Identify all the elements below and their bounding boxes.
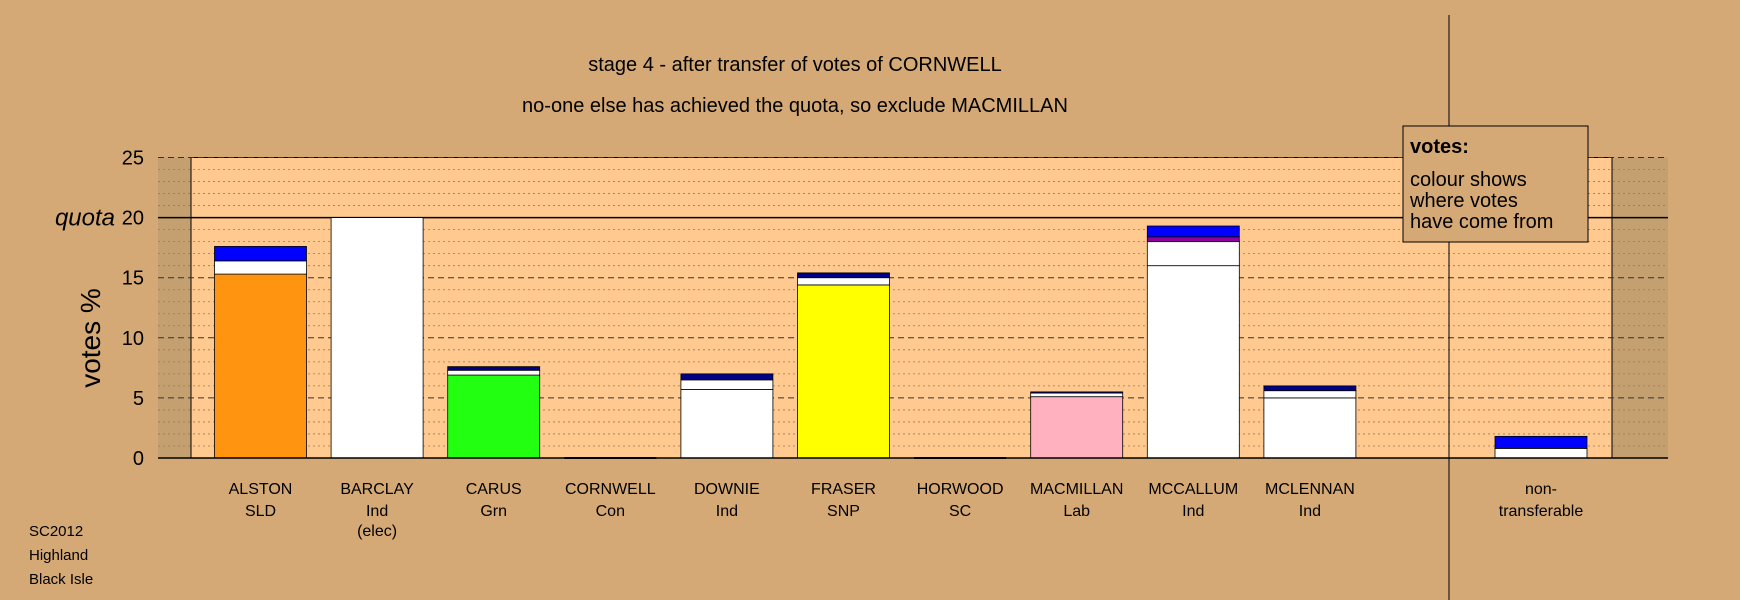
candidate-party-label: Ind — [366, 503, 388, 520]
plot-area — [190, 157, 1613, 459]
candidate-party-label: Con — [596, 503, 625, 520]
legend-line-1: colour shows — [1410, 169, 1527, 191]
candidate-party-label: SC — [949, 503, 971, 520]
bar-segment — [1146, 225, 1240, 238]
y-tick-label: 25 — [122, 148, 144, 170]
y-tick-label: 10 — [122, 328, 144, 350]
bar-segment — [1030, 391, 1124, 394]
candidate-party-label: SLD — [245, 503, 276, 520]
candidate-name-label: HORWOOD — [917, 481, 1004, 498]
candidate-party-label: Lab — [1063, 503, 1090, 520]
non-transferable-label: non- — [1525, 481, 1557, 498]
bar-segment — [680, 389, 774, 459]
bar-segment — [1146, 265, 1240, 459]
legend: votes: colour shows where votes have com… — [1402, 125, 1589, 243]
bars — [214, 217, 1588, 459]
y-tick-label: 0 — [133, 448, 144, 470]
chart-subtitle: no-one else has achieved the quota, so e… — [522, 95, 1068, 117]
non-transferable-label: transferable — [1499, 503, 1584, 520]
candidate-name-label: DOWNIE — [694, 481, 760, 498]
candidate-name-label: CORNWELL — [565, 481, 656, 498]
candidate-name-label: FRASER — [811, 481, 876, 498]
category-labels: ALSTON SLD BARCLAY Ind (elec) CARUS Grn CORNWEL… — [229, 481, 1584, 540]
candidate-name-label: MCLENNAN — [1265, 481, 1355, 498]
footer-ward: Black Isle — [29, 571, 94, 588]
bar-segment — [1146, 236, 1240, 243]
bar-segment — [1030, 392, 1124, 398]
bar-segment — [1030, 396, 1124, 459]
bar-segment — [447, 366, 541, 371]
chart-title: stage 4 - after transfer of votes of COR… — [588, 54, 1002, 76]
candidate-party-label: Ind — [1182, 503, 1204, 520]
footer-council: Highland — [29, 547, 89, 564]
quota-label: quota — [55, 205, 115, 232]
legend-title: votes: — [1410, 136, 1469, 158]
bar-segment — [797, 272, 890, 279]
candidate-party-label: Ind — [716, 503, 738, 520]
bar-segment — [680, 379, 774, 390]
footer-election: SC2012 — [29, 523, 84, 540]
bar-segment — [447, 369, 541, 376]
footer: SC2012 Highland Black Isle — [29, 520, 93, 592]
bar-segment — [797, 277, 890, 286]
y-tick-label: 15 — [122, 268, 144, 290]
bar-segment — [797, 284, 890, 459]
legend-line-3: have come from — [1410, 211, 1553, 233]
bar-segment — [330, 217, 424, 459]
bar-segment — [214, 273, 307, 459]
y-axis-label: votes % — [75, 288, 106, 388]
bar-segment — [1263, 390, 1357, 399]
bar-segment — [1494, 447, 1588, 459]
bar-segment — [1263, 385, 1357, 392]
bar-segment — [680, 373, 774, 381]
candidate-name-label: MACMILLAN — [1030, 481, 1123, 498]
axes: 0 5 10 15 20 25 quota — [55, 15, 1668, 600]
bar-segment — [447, 374, 541, 459]
bar-segment — [214, 260, 307, 275]
bar-segment — [1494, 435, 1588, 449]
bar-segment — [1263, 397, 1357, 459]
candidate-name-label: BARCLAY — [340, 481, 414, 498]
bar-segment — [214, 246, 307, 262]
candidate-name-label: MCCALLUM — [1148, 481, 1238, 498]
y-tick-label: 5 — [133, 388, 144, 410]
legend-line-2: where votes — [1409, 190, 1518, 212]
candidate-party-label: Grn — [480, 503, 507, 520]
bar-segment — [1146, 241, 1240, 267]
candidate-note-label: (elec) — [357, 523, 397, 540]
candidate-name-label: CARUS — [466, 481, 522, 498]
legend-box — [1402, 125, 1589, 243]
candidate-party-label: SNP — [827, 503, 860, 520]
candidate-party-label: Ind — [1299, 503, 1321, 520]
candidate-name-label: ALSTON — [229, 481, 293, 498]
y-tick-label: 20 — [122, 208, 144, 230]
